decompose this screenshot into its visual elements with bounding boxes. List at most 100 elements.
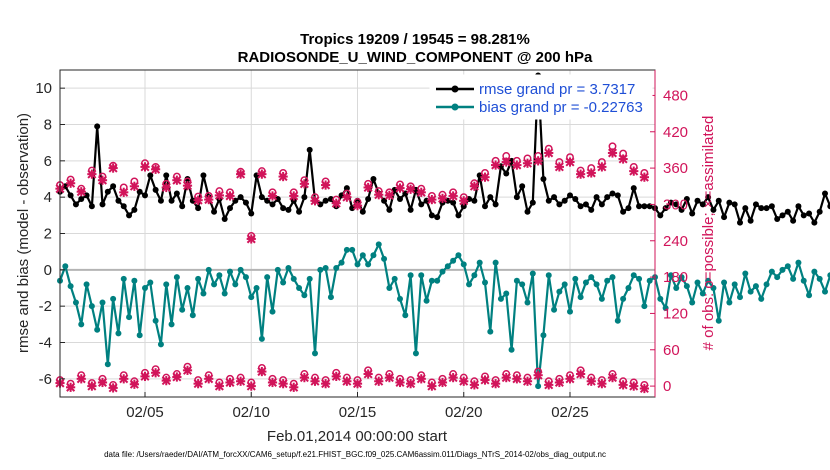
obs-low-assimilated-point [172,372,182,382]
y-left-tick-label: 10 [35,80,52,97]
rmse-point [173,190,180,197]
obs-assimilated-point [87,169,97,179]
bias-point [274,266,281,273]
rmse-point [136,188,143,195]
bias-point [519,281,526,288]
obs-low-assimilated-point [565,374,575,384]
bias-point [354,261,361,268]
rmse-point [721,214,728,221]
obs-assimilated-point [310,196,320,206]
obs-assimilated-point [225,191,235,201]
bias-point [375,241,382,248]
bias-point [513,277,520,284]
bias-point [636,275,643,282]
rmse-point [561,197,568,204]
rmse-point [301,194,308,201]
legend-rmse-marker [451,85,459,93]
rmse-point [784,208,791,215]
obs-low-assimilated-point [395,377,405,388]
bias-point [673,285,680,291]
bias-point [115,330,122,337]
obs-assimilated-point [618,154,628,164]
rmse-point [742,205,749,212]
obs-assimilated-point [639,172,649,182]
bias-point [811,268,818,275]
y-right-tick-label: 420 [663,124,688,141]
obs-low-assimilated-point [321,379,331,389]
obs-low-assimilated-point [204,374,214,384]
y-right-tick-label: 480 [663,87,688,104]
rmse-point [519,183,526,190]
rmse-point [524,208,531,215]
bias-point [444,263,451,270]
obs-low-assimilated-point [618,380,628,390]
bias-point [747,288,754,295]
bias-point [604,277,611,284]
obs-assimilated-point [193,195,203,205]
rmse-point [434,214,441,221]
y-left-tick-label: 8 [44,117,52,134]
rmse-point [157,197,164,204]
y-right-tick-label: 180 [663,269,688,286]
bias-point [737,294,743,301]
bias-point [62,263,69,270]
obs-assimilated-point [182,181,193,191]
rmse-point [269,201,276,208]
bias-point [152,317,159,324]
obs-assimilated-point [236,169,246,179]
obs-low-assimilated-point [629,381,639,391]
rmse-point [407,206,414,213]
bias-point [503,290,510,297]
bias-point [582,279,589,286]
obs-assimilated-point [469,181,479,191]
obs-low-assimilated-point [267,377,278,388]
bias-point [407,272,414,279]
rmse-point [774,215,781,222]
bias-point [381,255,388,262]
obs-count-series [55,142,649,394]
obs-low-assimilated-point [512,374,522,384]
bias-point [402,312,409,319]
bias-point [774,274,781,281]
rmse-point [662,205,669,212]
rmse-point [609,190,616,197]
obs-assimilated-point [395,183,405,193]
bias-point [173,274,180,281]
bias-point [205,266,212,273]
y-left-tick-label: -6 [39,371,52,388]
rmse-point [258,194,265,201]
bias-point [232,281,239,288]
obs-low-assimilated-point [299,373,309,383]
bias-point [614,317,621,324]
rmse-point [343,185,350,192]
rmse-point [752,201,759,208]
obs-low-assimilated-point [554,377,564,388]
rmse-point [556,201,563,208]
y-left-tick-label: 4 [44,189,52,206]
bias-point [742,270,749,277]
rmse-point [296,208,303,215]
obs-assimilated-point [533,156,543,166]
bias-point [710,285,717,291]
y-right-tick-label: 60 [663,342,680,359]
rmse-point [104,188,111,195]
rmse-point [822,190,828,197]
x-tick-label: 02/25 [551,404,589,421]
obs-assimilated-point [299,179,309,189]
rmse-point [667,199,674,206]
bias-point [800,277,807,284]
x-tick-label: 02/15 [339,404,377,421]
rmse-point [211,208,218,215]
rmse-point [593,194,600,201]
bias-point [790,275,797,282]
rmse-point [673,201,680,208]
rmse-point [460,203,467,210]
bias-point [752,283,759,290]
bias-point [94,326,101,333]
rmse-point [163,172,170,179]
bias-point [253,285,260,291]
obs-assimilated-point [97,175,108,185]
bias-point [327,294,334,301]
bias-point [418,272,425,279]
rmse-point [450,199,457,206]
